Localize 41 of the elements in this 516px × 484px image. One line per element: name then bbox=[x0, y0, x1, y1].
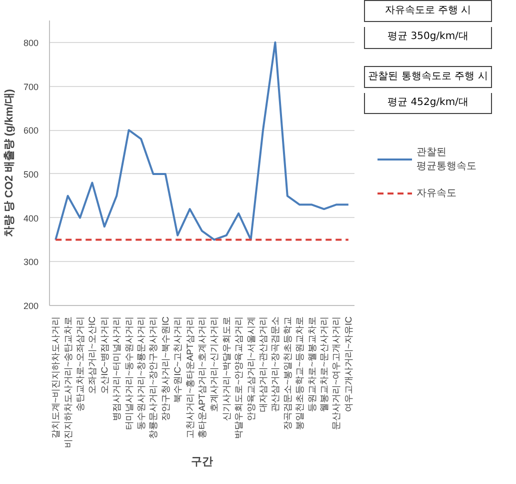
x-tick-label: 안양육교삼거리~서울시계 bbox=[246, 316, 256, 421]
y-tick-label: 500 bbox=[23, 169, 39, 180]
x-tick-label: 장안구청사거리~북수원IC bbox=[160, 316, 170, 421]
y-tick-label: 700 bbox=[23, 82, 39, 92]
x-tick-label: 문산사거리~여우고개사거리 bbox=[331, 316, 342, 430]
x-tick-label: 터미널사거리~동수원사거리 bbox=[124, 316, 134, 430]
y-tick-label: 300 bbox=[23, 257, 39, 268]
x-tick-label: 박달우회도로~안양육교삼거리 bbox=[234, 316, 244, 439]
x-tick-label: 장곡검문소~봉일천초등학교 bbox=[282, 316, 292, 430]
y-tick-label: 600 bbox=[23, 126, 39, 136]
text: 자유속도로 주행 시 bbox=[384, 4, 472, 18]
y-tick-label: 200 bbox=[23, 301, 39, 311]
x-tick-label: 갈치도계~비진지하차도사거리 bbox=[50, 316, 61, 439]
x-axis-title: 구간 bbox=[191, 456, 213, 468]
x-tick-label: 창룡문사거리~장안구청사거리 bbox=[148, 316, 158, 439]
x-tick-label: 오산IC~병점사거리 bbox=[99, 316, 110, 394]
x-tick-label: 여우고개사거리~자유IC bbox=[343, 316, 354, 412]
x-tick-label: 관산삼거리~장곡검문소 bbox=[270, 316, 280, 412]
y-axis-title: 차량 당 CO2 배출량 (g/km/대) bbox=[3, 88, 16, 237]
text: 평균 452g/km/대 bbox=[388, 96, 468, 110]
x-tick-label: 대자삼거리~관산삼거리 bbox=[258, 316, 268, 412]
text: 관찰된 통행속도로 주행 시 bbox=[368, 70, 488, 84]
y-tick-label: 800 bbox=[23, 38, 39, 48]
x-tick-label: 고천사거리~홍타운APT삼거리 bbox=[184, 316, 195, 438]
x-tick-label: 호계사거리~신기사거리 bbox=[209, 316, 220, 412]
line-series bbox=[54, 41, 350, 241]
x-tick-label: 홍타운APT삼거리~호계사거리 bbox=[197, 316, 207, 438]
legend-label: 자유속도 bbox=[416, 187, 456, 200]
x-tick-label: 오좌삼거리~오산IC bbox=[87, 316, 98, 394]
x-tick-label: 웰봉교차로~문산사거리 bbox=[319, 316, 329, 412]
x-tick-label: 송탄교차로~오좌삼거리 bbox=[75, 316, 85, 412]
x-tick-label: 등원교차로~웰봉교차로 bbox=[306, 316, 317, 412]
x-tick-label: 병점사거리~터미널사거리 bbox=[112, 316, 122, 421]
x-tick-label: 북수원IC~고천사거리 bbox=[172, 316, 183, 403]
x-tick-label: 비진지하차도사거리~송탄교차로 bbox=[62, 316, 73, 448]
legend-label: 관찰된 평균통행속도 bbox=[416, 146, 476, 174]
y-tick-label: 400 bbox=[23, 213, 39, 224]
x-tick-label: 봉일천초등학교~등원교차로 bbox=[294, 316, 305, 430]
x-tick-label: 동수원사거리~창룡문사거리 bbox=[136, 316, 146, 430]
x-tick-label: 신기사거리~박달우회도로 bbox=[221, 316, 232, 421]
text: 평균 350g/km/대 bbox=[388, 30, 468, 44]
